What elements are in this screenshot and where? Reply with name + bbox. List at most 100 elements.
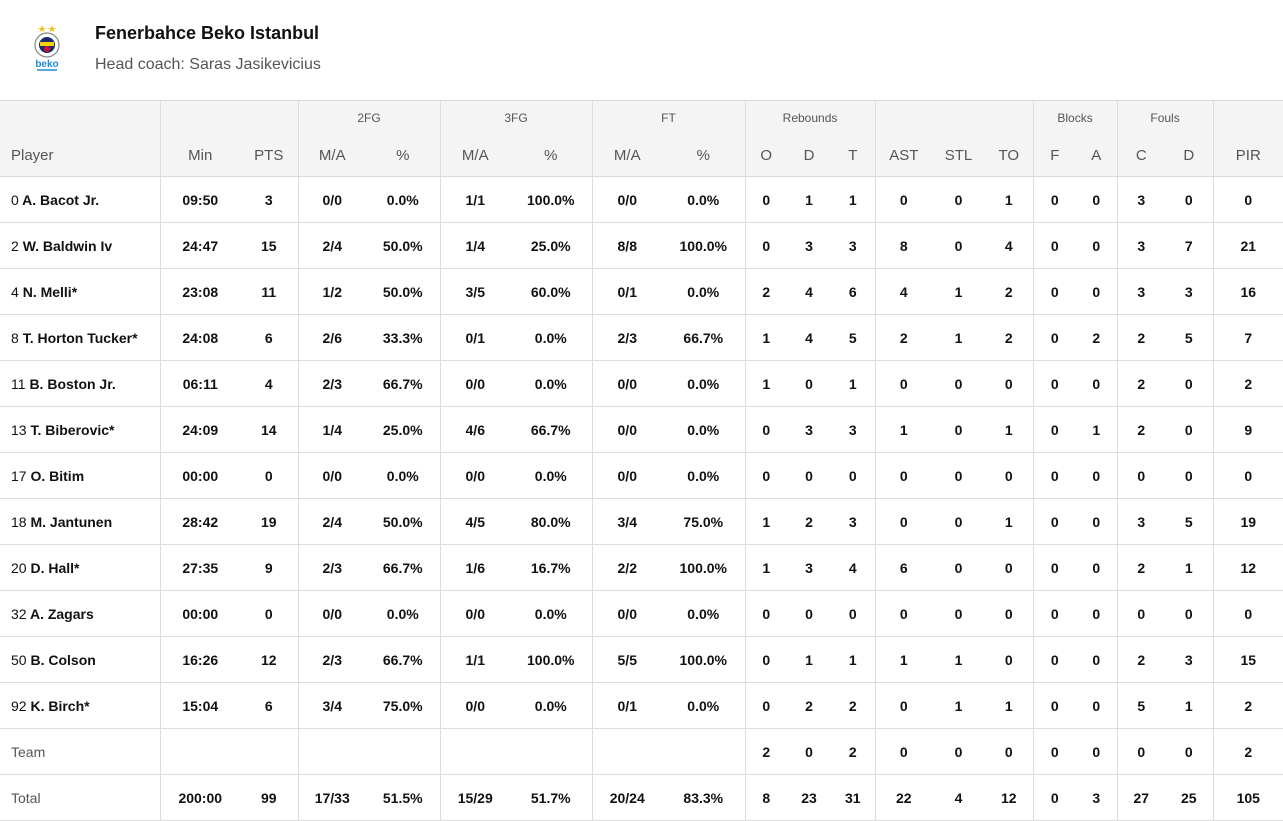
column-header-ma[interactable]: M/A (439, 134, 510, 177)
player-name[interactable]: B. Boston Jr. (29, 375, 116, 392)
stat-pts: 14 (240, 406, 298, 453)
column-header-to[interactable]: TO (985, 134, 1034, 177)
jersey-number: 32 (11, 605, 27, 622)
column-header-pts[interactable]: PTS (240, 134, 298, 177)
stat-pct: 100.0% (510, 176, 592, 223)
stat-a: 1 (1076, 406, 1118, 453)
stat-ast: 6 (874, 544, 933, 591)
stat-pts: 0 (240, 452, 298, 499)
column-header-pir[interactable]: PIR (1212, 134, 1283, 177)
column-header-t[interactable]: T (831, 134, 876, 177)
stat-f: 0 (1032, 728, 1077, 775)
player-name[interactable]: T. Biberovic* (30, 421, 115, 438)
stat-d: 3 (787, 406, 832, 453)
column-header-d[interactable]: D (787, 134, 832, 177)
stat-d: 0 (1165, 406, 1214, 453)
stat-f: 0 (1032, 360, 1077, 407)
player-name[interactable]: D. Hall* (30, 559, 80, 576)
column-header-o[interactable]: O (744, 134, 788, 177)
stat-o: 2 (744, 728, 788, 775)
stat-ma: 2/3 (297, 544, 366, 591)
stat-o: 1 (744, 314, 788, 361)
stat-d: 0 (1165, 728, 1214, 775)
stat-pct: 100.0% (510, 636, 592, 683)
stat-ma: 1/4 (439, 222, 510, 269)
column-header-[interactable]: % (662, 134, 746, 177)
stat-pct: 60.0% (510, 268, 592, 315)
stat-pir: 2 (1212, 682, 1283, 729)
player-cell: 32 A. Zagars (0, 590, 160, 637)
stat-ma: 5/5 (591, 636, 662, 683)
jersey-number: 18 (11, 513, 27, 530)
stat-o: 1 (744, 360, 788, 407)
player-name[interactable]: T. Horton Tucker* (22, 329, 138, 346)
stat-a: 0 (1076, 728, 1118, 775)
column-header-ma[interactable]: M/A (591, 134, 662, 177)
player-name[interactable]: B. Colson (30, 651, 96, 668)
stat-c: 0 (1116, 728, 1166, 775)
player-name[interactable]: W. Baldwin Iv (22, 237, 113, 254)
player-name[interactable]: O. Bitim (30, 467, 85, 484)
column-header-ma[interactable]: M/A (297, 134, 366, 177)
stat-pct: 0.0% (510, 360, 592, 407)
player-cell: 8 T. Horton Tucker* (0, 314, 160, 361)
stat-pct: 16.7% (510, 544, 592, 591)
stat-stl: 1 (932, 636, 986, 683)
stat-pct: 0.0% (662, 682, 746, 729)
box-score-table: 2FG 3FG FT Rebounds Blocks Fouls Player Min PTS… (0, 100, 1283, 821)
stat-ast: 2 (874, 314, 933, 361)
player-name[interactable]: A. Bacot Jr. (22, 191, 100, 208)
player-name[interactable]: K. Birch* (30, 697, 90, 714)
player-name[interactable]: M. Jantunen (30, 513, 113, 530)
stat-pct: 51.5% (366, 774, 440, 821)
column-header-d[interactable]: D (1165, 134, 1214, 177)
stat-ma: 2/4 (297, 498, 366, 545)
player-row: 2 W. Baldwin Iv 24:47 15 2/4 50.0% 1/4 25.0% 8/… (0, 222, 1283, 269)
stat-d: 2 (787, 682, 832, 729)
column-header-a[interactable]: A (1076, 134, 1118, 177)
head-coach: Head coach: Saras Jasikevicius (95, 56, 321, 73)
player-name[interactable]: N. Melli* (22, 283, 78, 300)
stat-f: 0 (1032, 406, 1077, 453)
stat-f: 0 (1032, 590, 1077, 637)
stat-stl: 0 (932, 360, 986, 407)
stat-d: 5 (1165, 314, 1214, 361)
column-header-[interactable]: % (510, 134, 592, 177)
column-header-f[interactable]: F (1032, 134, 1077, 177)
stat-ma: 0/0 (591, 360, 662, 407)
stat-pts: 4 (240, 360, 298, 407)
stat-d: 2 (787, 498, 832, 545)
stat-ma: 20/24 (591, 774, 662, 821)
stat-pct: 0.0% (366, 452, 440, 499)
stat-pts: 0 (240, 590, 298, 637)
stat-stl: 0 (932, 452, 986, 499)
stat-pct: 0.0% (662, 406, 746, 453)
column-header-c[interactable]: C (1116, 134, 1166, 177)
stat-pir: 0 (1212, 590, 1283, 637)
stat-pir: 12 (1212, 544, 1283, 591)
total-row: Total 200:00 99 17/33 51.5% 15/29 51.7% 20/24 83… (0, 774, 1283, 821)
column-header-ast[interactable]: AST (874, 134, 933, 177)
stat-o: 0 (744, 222, 788, 269)
stat-min: 00:00 (159, 590, 240, 637)
group-header-row: 2FG 3FG FT Rebounds Blocks Fouls (0, 100, 1283, 134)
stat-a: 0 (1076, 452, 1118, 499)
stat-d: 5 (1165, 498, 1214, 545)
column-header-min[interactable]: Min (159, 134, 240, 177)
stat-pct: 80.0% (510, 498, 592, 545)
stat-pct: 75.0% (662, 498, 746, 545)
stat-min: 23:08 (159, 268, 240, 315)
stat-min (159, 728, 240, 775)
stat-pir: 0 (1212, 452, 1283, 499)
stat-ma: 0/0 (591, 452, 662, 499)
stat-o: 0 (744, 452, 788, 499)
column-header-[interactable]: % (366, 134, 440, 177)
stat-o: 0 (744, 682, 788, 729)
player-name[interactable]: A. Zagars (29, 605, 94, 622)
stat-pct: 50.0% (366, 268, 440, 315)
column-header-stl[interactable]: STL (932, 134, 986, 177)
stat-min: 00:00 (159, 452, 240, 499)
stat-pct: 66.7% (366, 636, 440, 683)
jersey-number: 20 (11, 559, 27, 576)
column-header-player[interactable]: Player (0, 134, 160, 177)
